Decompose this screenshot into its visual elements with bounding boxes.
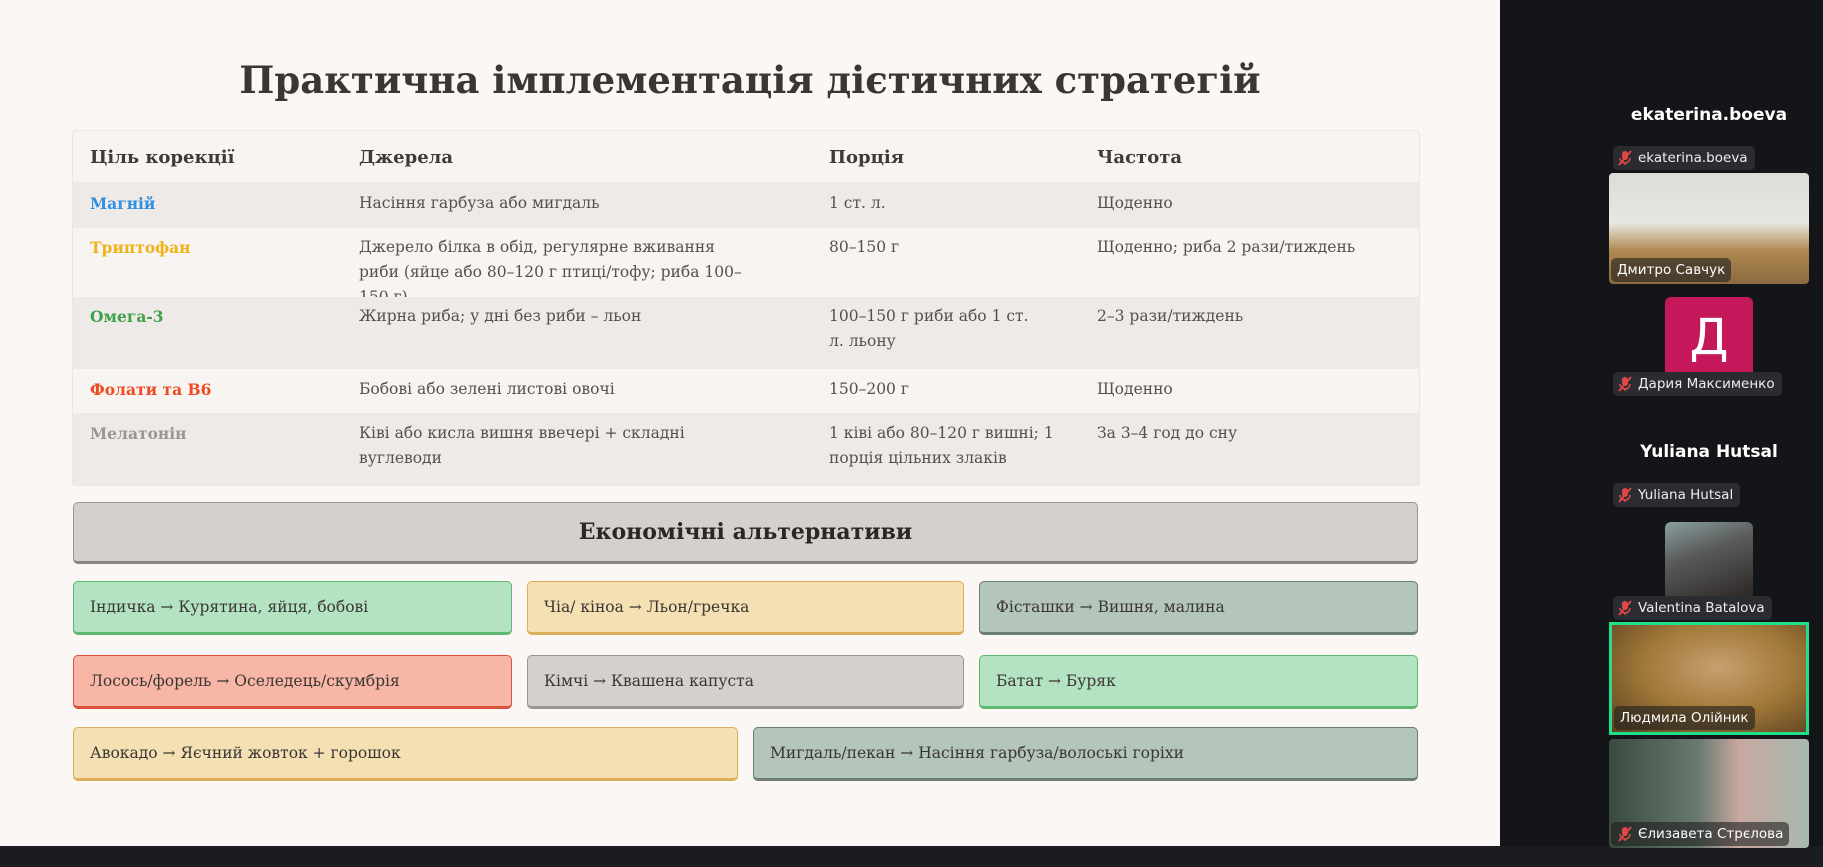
table-row: Фолати та B6 Бобові або зелені листові о… xyxy=(73,369,1419,413)
participant-label-text: Дмитро Савчук xyxy=(1611,258,1732,282)
header-frequency: Частота xyxy=(1097,147,1183,168)
mic-muted-icon xyxy=(1618,487,1632,503)
alternative-card: Авокадо → Яєчний жовток + горошок xyxy=(73,727,738,781)
participant-label-text: Valentina Batalova xyxy=(1638,600,1765,616)
table-row: Омега-3 Жирна риба; у дні без риби – льо… xyxy=(73,297,1419,369)
frequency-cell: За 3–4 год до сну xyxy=(1097,424,1238,442)
portion-cell: 150–200 г xyxy=(829,380,909,398)
frequency-cell: Щоденно xyxy=(1097,380,1173,398)
participant-name-header: ekaterina.boeva xyxy=(1630,105,1788,125)
alternative-card: Мигдаль/пекан → Насіння гарбуза/волоські… xyxy=(753,727,1418,781)
sources-cell: Ківі або кисла вишня ввечері + складні в… xyxy=(359,424,685,467)
portion-cell: 1 ківі або 80–120 г вишні; 1 порція ціль… xyxy=(829,424,1054,467)
alternative-card: Кімчі → Квашена капуста xyxy=(527,655,964,709)
economic-alternatives-header: Економічні альтернативи xyxy=(73,502,1418,564)
sources-cell: Насіння гарбуза або мигдаль xyxy=(359,194,600,212)
goal-cell: Мелатонін xyxy=(90,424,187,443)
alternative-card: Індичка → Курятина, яйця, бобові xyxy=(73,581,512,635)
slide-title: Практична імплементація дієтичних страте… xyxy=(239,58,1261,102)
frequency-cell: Щоденно; риба 2 рази/тиждень xyxy=(1097,238,1356,256)
sources-cell: Бобові або зелені листові овочі xyxy=(359,380,615,398)
participant-label[interactable]: Valentina Batalova xyxy=(1613,596,1772,620)
bottom-bar xyxy=(0,846,1823,867)
frequency-cell: 2–3 рази/тиждень xyxy=(1097,307,1244,325)
participant-label[interactable]: ekaterina.boeva xyxy=(1613,146,1755,170)
goal-cell: Магній xyxy=(90,194,156,213)
participant-label-text: Єлизавета Стрєлова xyxy=(1638,826,1784,842)
header-goal: Ціль корекції xyxy=(90,147,235,168)
header-sources: Джерела xyxy=(359,147,454,168)
shared-slide: Практична імплементація дієтичних страте… xyxy=(0,0,1500,846)
participant-name-header: Yuliana Hutsal xyxy=(1640,442,1778,462)
participant-label: Єлизавета Стрєлова xyxy=(1611,822,1790,846)
mic-muted-icon xyxy=(1618,376,1632,392)
goal-cell: Триптофан xyxy=(90,238,191,257)
alternative-card: Фісташки → Вишня, малина xyxy=(979,581,1418,635)
portion-cell: 1 ст. л. xyxy=(829,194,886,212)
sources-cell: Жирна риба; у дні без риби – льон xyxy=(359,307,642,325)
participant-label-text: Дария Максименко xyxy=(1638,376,1775,392)
video-thumbnail-valentina xyxy=(1665,522,1753,600)
mic-muted-icon xyxy=(1618,150,1632,166)
header-portion: Порція xyxy=(829,147,905,168)
table-row: Триптофан Джерело білка в обід, регулярн… xyxy=(73,228,1419,306)
participant-label-text: ekaterina.boeva xyxy=(1638,150,1748,166)
video-tile-yelyzaveta[interactable]: Єлизавета Стрєлова xyxy=(1609,739,1809,848)
alternative-card: Лосось/форель → Оселедець/скумбрія xyxy=(73,655,512,709)
table-row: Мелатонін Ківі або кисла вишня ввечері +… xyxy=(73,413,1419,485)
participant-label-text: Yuliana Hutsal xyxy=(1638,487,1734,503)
participant-label-text: Людмила Олійник xyxy=(1614,706,1755,730)
alternative-card: Батат → Буряк xyxy=(979,655,1418,709)
participant-label[interactable]: Yuliana Hutsal xyxy=(1613,483,1741,507)
video-tile-liudmyla-active-speaker[interactable]: Людмила Олійник xyxy=(1609,622,1809,735)
participant-label[interactable]: Дария Максименко xyxy=(1613,372,1782,396)
alternative-card: Чіа/ кіноа → Льон/гречка xyxy=(527,581,964,635)
mic-muted-icon xyxy=(1618,600,1632,616)
portion-cell: 100–150 г риби або 1 ст. л. льону xyxy=(829,307,1029,350)
mic-muted-icon xyxy=(1618,826,1632,842)
table-header-row: Ціль корекції Джерела Порція Частота xyxy=(73,131,1419,182)
avatar-daria: Д xyxy=(1665,297,1753,377)
video-tile-dmytro[interactable]: Дмитро Савчук xyxy=(1609,173,1809,284)
goal-cell: Фолати та B6 xyxy=(90,380,212,399)
frequency-cell: Щоденно xyxy=(1097,194,1173,212)
portion-cell: 80–150 г xyxy=(829,238,900,256)
table-row: Магній Насіння гарбуза або мигдаль 1 ст.… xyxy=(73,182,1419,228)
diet-strategy-table: Ціль корекції Джерела Порція Частота Маг… xyxy=(72,130,1420,486)
goal-cell: Омега-3 xyxy=(90,307,164,326)
